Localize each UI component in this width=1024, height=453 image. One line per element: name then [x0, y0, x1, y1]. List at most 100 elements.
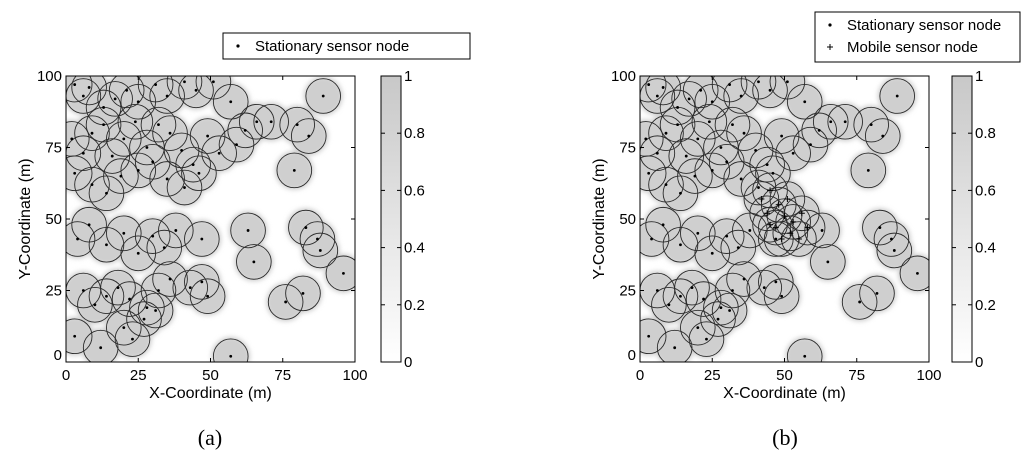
- sensing-range-circle: [149, 161, 185, 197]
- stationary-node: [719, 306, 723, 310]
- stationary-node: [647, 171, 651, 175]
- stationary-node: [731, 123, 734, 127]
- stationary-node: [200, 237, 204, 241]
- stationary-node: [774, 237, 778, 241]
- mobile-node: [764, 210, 771, 217]
- sensing-range-circle: [853, 106, 889, 143]
- stationary-node: [676, 106, 679, 109]
- stationary-node: [696, 231, 700, 235]
- mobile-node: [772, 224, 779, 231]
- sensing-range-circle: [682, 76, 719, 109]
- stationary-node: [188, 286, 192, 290]
- sensing-range-circle: [66, 221, 96, 257]
- colorbar-tick-label: 0: [975, 354, 983, 371]
- stationary-node: [102, 106, 105, 109]
- stationary-node-markers: [70, 80, 345, 358]
- sensing-range-circle: [789, 209, 826, 246]
- sensing-range-circle: [66, 78, 102, 114]
- stationary-node: [673, 346, 677, 350]
- sensing-range-circle: [841, 284, 878, 320]
- sensing-range-circle: [726, 115, 762, 151]
- colorbar-tick-label: 0: [404, 354, 412, 371]
- sensing-range-circle: [656, 329, 693, 362]
- sensing-range-circle: [640, 78, 676, 114]
- stationary-node: [820, 229, 824, 232]
- stationary-node: [197, 171, 201, 175]
- stationary-node: [145, 146, 149, 149]
- sensing-range-circle: [714, 106, 751, 143]
- stationary-node: [128, 297, 131, 301]
- stationary-node: [731, 289, 734, 292]
- sensing-range-circle: [677, 158, 713, 194]
- stationary-node: [113, 97, 117, 101]
- x-tick-label: 25: [704, 367, 721, 384]
- stationary-node: [858, 300, 862, 304]
- stationary-node: [725, 160, 729, 164]
- coverage-disk: [785, 336, 825, 362]
- mobile-node: [767, 187, 774, 194]
- stationary-node: [719, 146, 723, 149]
- stationary-node: [133, 120, 137, 124]
- mobile-node: [784, 195, 791, 202]
- sensing-range-circle: [152, 115, 188, 151]
- x-tick-label: 75: [848, 367, 865, 384]
- stationary-node: [81, 151, 85, 155]
- stationary-node: [122, 326, 126, 330]
- sensing-range-circle: [752, 206, 788, 243]
- sensing-range-circle: [106, 215, 142, 252]
- x-tick-label: 50: [776, 367, 793, 384]
- stationary-node: [664, 131, 668, 135]
- mobile-node-markers: [758, 187, 811, 243]
- sensing-range-circle: [66, 155, 93, 192]
- y-tick-label: 50: [619, 211, 636, 228]
- stationary-node: [321, 94, 325, 98]
- stationary-node: [229, 354, 233, 358]
- sensing-range-circle: [711, 292, 748, 329]
- stationary-node: [687, 97, 691, 101]
- x-tick-label: 100: [916, 367, 941, 384]
- stationary-node: [661, 223, 665, 227]
- sensing-range-circle: [285, 275, 321, 312]
- stationary-node: [710, 251, 714, 255]
- stationary-node: [87, 86, 91, 89]
- mobile-node: [798, 210, 805, 217]
- stationary-node: [736, 246, 740, 250]
- stationary-node: [702, 297, 705, 301]
- sensing-range-circle: [763, 278, 800, 315]
- stationary-node: [93, 303, 97, 307]
- coverage-disk: [211, 336, 251, 362]
- y-tick-label: 25: [619, 283, 636, 300]
- sensing-range-circle: [97, 81, 133, 117]
- stationary-node: [105, 243, 108, 247]
- stationary-node: [90, 131, 94, 135]
- sensing-range-circle: [746, 269, 783, 306]
- sensing-range-circle: [117, 103, 154, 140]
- sensing-range-circle: [876, 232, 913, 269]
- sensing-range-circle: [181, 155, 217, 192]
- stationary-node: [725, 234, 729, 238]
- sensing-range-circle: [137, 292, 174, 329]
- sensing-range-circle: [184, 221, 220, 257]
- stationary-node: [342, 271, 345, 275]
- panel-caption: (a): [198, 425, 222, 450]
- sensing-range-circle: [137, 76, 174, 103]
- sensing-range-circle: [752, 76, 788, 109]
- sensing-range-circle: [726, 261, 762, 297]
- sensing-range-circle: [827, 103, 863, 140]
- sensing-range-circle: [685, 281, 722, 317]
- stationary-node: [307, 134, 311, 138]
- stationary-node: [183, 186, 186, 189]
- stationary-node: [119, 174, 123, 178]
- sensing-range-circle: [743, 181, 780, 217]
- stationary-node: [154, 309, 157, 312]
- sensing-range-circle: [279, 106, 315, 143]
- stationary-node: [785, 80, 789, 84]
- mobile-node: [778, 236, 785, 243]
- sensing-range-circle: [775, 135, 811, 172]
- colorbar: [951, 75, 973, 363]
- stationary-node: [739, 94, 743, 98]
- sensing-range-circle: [862, 209, 898, 246]
- stationary-node: [105, 294, 108, 298]
- legend-box: [814, 11, 1021, 63]
- colorbar-tick-label: 0.2: [404, 297, 425, 314]
